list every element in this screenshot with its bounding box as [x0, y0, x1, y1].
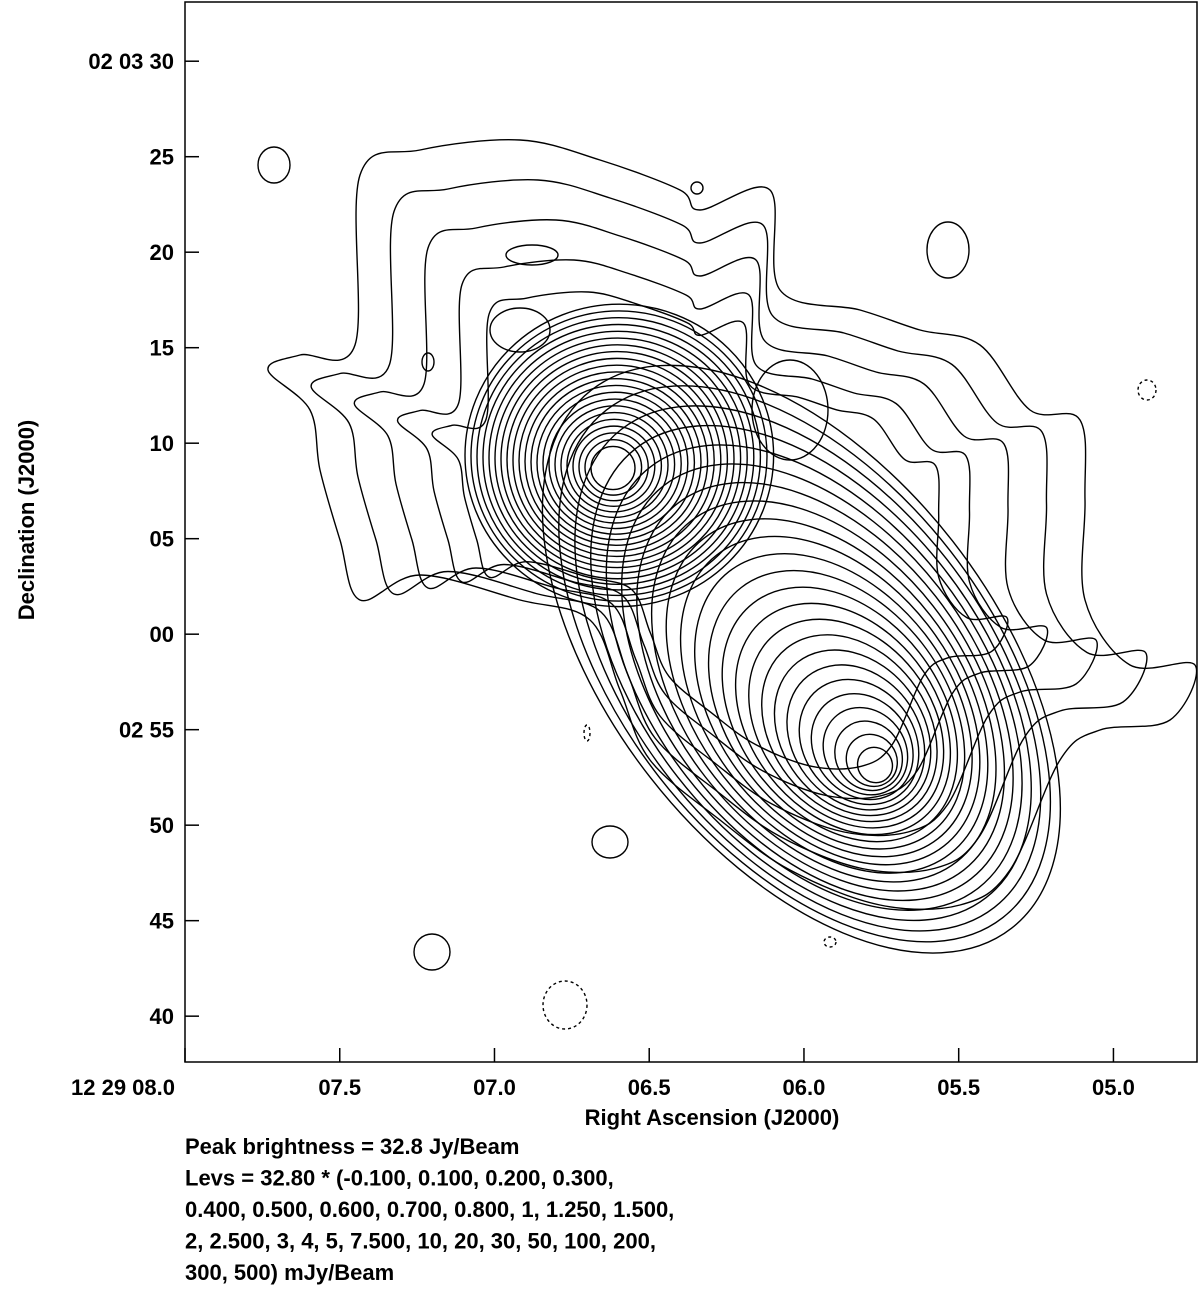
x-tick-label: 12 29 08.0 [71, 1075, 175, 1100]
contour [721, 586, 959, 843]
contour [310, 179, 1148, 874]
contour [554, 405, 676, 524]
y-tick-label: 02 55 [119, 718, 174, 743]
contour [267, 139, 1198, 911]
y-tick-label: 15 [150, 336, 174, 361]
contour [396, 259, 1049, 800]
contour [636, 481, 1006, 892]
contour [798, 678, 920, 806]
contour [845, 733, 899, 788]
contour [494, 337, 742, 580]
contour [257, 146, 291, 184]
y-tick-label: 00 [150, 622, 174, 647]
contour [413, 933, 451, 971]
contour [690, 181, 704, 195]
contour [500, 344, 735, 574]
note-line: Levs = 32.80 * (-0.100, 0.100, 0.200, 0.… [185, 1166, 614, 1191]
contour [542, 391, 689, 535]
x-tick-label: 05.0 [1092, 1075, 1135, 1100]
note-line: Peak brightness = 32.8 Jy/Beam [185, 1134, 519, 1159]
contour [761, 634, 938, 823]
y-tick-label: 02 03 30 [88, 49, 174, 74]
contour [489, 307, 551, 353]
contour [518, 364, 715, 558]
contour-map [257, 139, 1198, 1030]
contour [773, 649, 932, 817]
contour [834, 720, 904, 792]
contour [431, 291, 1009, 770]
contour-negative [542, 980, 588, 1030]
contour [810, 692, 914, 801]
y-tick-label: 10 [150, 431, 174, 456]
contour [856, 746, 894, 784]
contour [650, 500, 997, 883]
contour [482, 323, 755, 591]
x-tick-label: 07.0 [473, 1075, 516, 1100]
contour [572, 425, 656, 507]
y-tick-label: 45 [150, 909, 174, 934]
contour [786, 664, 926, 811]
contour-negative [583, 724, 591, 742]
contour [822, 706, 909, 796]
x-axis-title: Right Ascension (J2000) [585, 1105, 840, 1130]
contour [476, 317, 762, 597]
x-tick-label: 07.5 [318, 1075, 361, 1100]
y-tick-label: 25 [150, 145, 174, 170]
contour [524, 371, 709, 552]
x-tick-label: 06.0 [783, 1075, 826, 1100]
y-tick-label: 20 [150, 240, 174, 265]
contour-negative [1137, 379, 1157, 401]
contour [574, 405, 1042, 932]
contour [578, 432, 649, 502]
x-tick-label: 06.5 [628, 1075, 671, 1100]
y-tick-label: 50 [150, 813, 174, 838]
y-tick-label: 05 [150, 527, 174, 552]
contour [506, 350, 729, 569]
contour [512, 357, 722, 563]
contour [470, 310, 768, 602]
contour-negative [823, 936, 837, 948]
contour [530, 378, 702, 547]
contour [734, 602, 952, 836]
contour [584, 438, 643, 496]
contour [536, 384, 696, 541]
contour [748, 618, 945, 829]
contour [751, 359, 829, 461]
contour [566, 418, 663, 513]
contour [590, 424, 1032, 922]
contour [558, 385, 1052, 943]
contour [707, 569, 966, 850]
x-tick-label: 05.5 [937, 1075, 980, 1100]
contour [605, 444, 1023, 911]
note-line: 2, 2.500, 3, 4, 5, 7.500, 10, 20, 30, 50… [185, 1229, 656, 1254]
note-line: 300, 500) mJy/Beam [185, 1260, 394, 1285]
contour [926, 221, 970, 279]
contour [541, 364, 1062, 954]
contour [421, 352, 435, 372]
y-tick-label: 40 [150, 1004, 174, 1029]
contour [620, 463, 1014, 902]
contour [591, 825, 629, 859]
contour [693, 553, 973, 858]
contour [505, 244, 559, 266]
contour [548, 398, 682, 530]
y-axis-title: Declination (J2000) [14, 420, 39, 621]
contour [665, 518, 989, 874]
contour [679, 535, 981, 866]
contour [590, 445, 636, 491]
contour [488, 330, 748, 586]
plot-frame [184, 1, 1198, 1063]
note-line: 0.400, 0.500, 0.600, 0.700, 0.800, 1, 1.… [185, 1197, 674, 1222]
